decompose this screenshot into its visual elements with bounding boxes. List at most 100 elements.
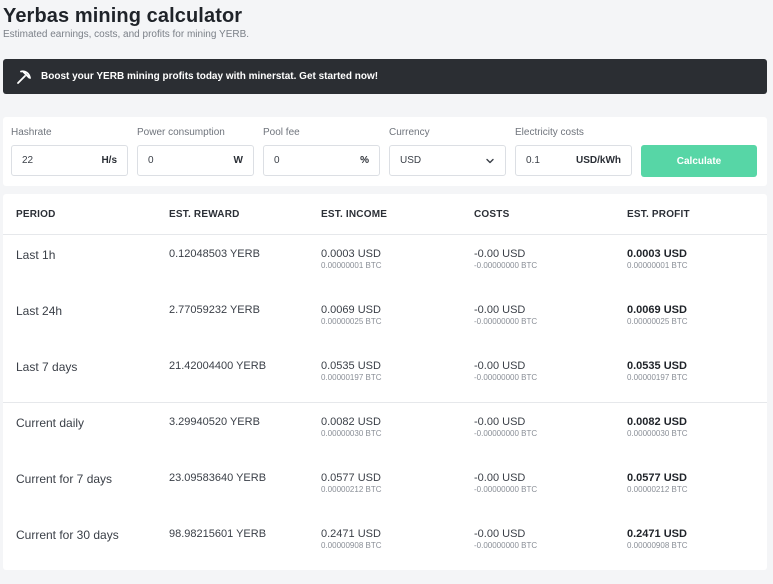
power-value: 0 <box>148 155 154 166</box>
pool-fee-label: Pool fee <box>263 127 300 138</box>
power-input[interactable]: 0 W <box>137 145 254 176</box>
costs-btc: -0.00000000 BTC <box>474 261 538 270</box>
currency-value: USD <box>400 155 422 166</box>
electricity-unit: USD/kWh <box>576 155 621 166</box>
profit-usd: 0.2471 USD <box>627 528 687 540</box>
pool-fee-unit: % <box>360 155 369 166</box>
reward-cell: 0.12048503 YERB <box>169 248 260 260</box>
income-cell: 0.0003 USD 0.00000001 BTC <box>321 248 382 270</box>
income-cell: 0.0577 USD 0.00000212 BTC <box>321 472 382 494</box>
income-usd: 0.0577 USD <box>321 472 381 484</box>
electricity-value: 0.1 <box>526 155 540 166</box>
page-title: Yerbas mining calculator <box>3 5 243 27</box>
table-row: Last 7 days 21.42004400 YERB 0.0535 USD … <box>3 360 767 416</box>
reward-cell: 21.42004400 YERB <box>169 360 267 372</box>
banner-text: Boost your YERB mining profits today wit… <box>41 71 379 82</box>
header-period: PERIOD <box>16 209 56 220</box>
income-usd: 0.0003 USD <box>321 248 381 260</box>
pool-fee-input[interactable]: 0 % <box>263 145 380 176</box>
income-btc: 0.00000001 BTC <box>321 261 382 270</box>
hashrate-label: Hashrate <box>11 127 52 138</box>
pickaxe-icon <box>16 69 32 85</box>
header-costs: COSTS <box>474 209 510 220</box>
costs-cell: -0.00 USD -0.00000000 BTC <box>474 472 537 494</box>
table-row: Current for 30 days 98.98215601 YERB 0.2… <box>3 528 767 584</box>
costs-cell: -0.00 USD -0.00000000 BTC <box>474 304 537 326</box>
costs-cell: -0.00 USD -0.00000000 BTC <box>474 248 537 270</box>
profit-btc: 0.00000212 BTC <box>627 485 688 494</box>
chevron-down-icon <box>485 156 495 166</box>
profit-usd: 0.0577 USD <box>627 472 687 484</box>
income-usd: 0.2471 USD <box>321 528 381 540</box>
profit-btc: 0.00000001 BTC <box>627 261 688 270</box>
reward-cell: 23.09583640 YERB <box>169 472 267 484</box>
costs-usd: -0.00 USD <box>474 416 526 428</box>
period-cell: Last 1h <box>16 248 56 262</box>
income-btc: 0.00000197 BTC <box>321 373 382 382</box>
income-cell: 0.0535 USD 0.00000197 BTC <box>321 360 382 382</box>
income-btc: 0.00000025 BTC <box>321 317 382 326</box>
costs-btc: -0.00000000 BTC <box>474 317 538 326</box>
period-cell: Current for 7 days <box>16 472 113 486</box>
income-cell: 0.0082 USD 0.00000030 BTC <box>321 416 382 438</box>
costs-usd: -0.00 USD <box>474 304 526 316</box>
income-usd: 0.0069 USD <box>321 304 381 316</box>
costs-usd: -0.00 USD <box>474 528 526 540</box>
electricity-label: Electricity costs <box>515 127 584 138</box>
profit-usd: 0.0003 USD <box>627 248 687 260</box>
costs-btc: -0.00000000 BTC <box>474 373 538 382</box>
hashrate-value: 22 <box>22 155 34 166</box>
period-cell: Current daily <box>16 416 85 430</box>
electricity-input[interactable]: 0.1 USD/kWh <box>515 145 632 176</box>
hashrate-input[interactable]: 22 H/s <box>11 145 128 176</box>
costs-cell: -0.00 USD -0.00000000 BTC <box>474 416 537 438</box>
period-cell: Last 24h <box>16 304 63 318</box>
period-cell: Last 7 days <box>16 360 78 374</box>
promo-banner[interactable]: Boost your YERB mining profits today wit… <box>3 59 767 94</box>
profit-cell: 0.0003 USD 0.00000001 BTC <box>627 248 688 270</box>
income-btc: 0.00000030 BTC <box>321 429 382 438</box>
pool-fee-value: 0 <box>274 155 280 166</box>
profit-usd: 0.0535 USD <box>627 360 687 372</box>
costs-usd: -0.00 USD <box>474 472 526 484</box>
profit-usd: 0.0082 USD <box>627 416 687 428</box>
costs-btc: -0.00000000 BTC <box>474 485 538 494</box>
power-label: Power consumption <box>137 127 225 138</box>
income-usd: 0.0535 USD <box>321 360 381 372</box>
profit-cell: 0.0069 USD 0.00000025 BTC <box>627 304 688 326</box>
calculator-form: Hashrate 22 H/s Power consumption 0 W Po… <box>3 117 767 186</box>
currency-label: Currency <box>389 127 430 138</box>
table-row: Last 1h 0.12048503 YERB 0.0003 USD 0.000… <box>3 248 767 304</box>
costs-btc: -0.00000000 BTC <box>474 429 538 438</box>
currency-select[interactable]: USD <box>389 145 506 176</box>
profit-cell: 0.0082 USD 0.00000030 BTC <box>627 416 688 438</box>
reward-cell: 2.77059232 YERB <box>169 304 260 316</box>
profit-usd: 0.0069 USD <box>627 304 687 316</box>
costs-cell: -0.00 USD -0.00000000 BTC <box>474 528 537 550</box>
page-subtitle: Estimated earnings, costs, and profits f… <box>3 29 250 40</box>
profit-cell: 0.0535 USD 0.00000197 BTC <box>627 360 688 382</box>
header-divider <box>3 234 767 235</box>
profit-btc: 0.00000908 BTC <box>627 541 688 550</box>
profit-cell: 0.2471 USD 0.00000908 BTC <box>627 528 688 550</box>
costs-btc: -0.00000000 BTC <box>474 541 538 550</box>
section-divider <box>3 402 767 403</box>
income-usd: 0.0082 USD <box>321 416 381 428</box>
header-income: EST. INCOME <box>321 209 388 220</box>
income-btc: 0.00000212 BTC <box>321 485 382 494</box>
calculate-button[interactable]: Calculate <box>641 145 757 177</box>
reward-cell: 98.98215601 YERB <box>169 528 267 540</box>
hashrate-unit: H/s <box>101 155 117 166</box>
costs-usd: -0.00 USD <box>474 248 526 260</box>
table-row: Current for 7 days 23.09583640 YERB 0.05… <box>3 472 767 528</box>
income-cell: 0.2471 USD 0.00000908 BTC <box>321 528 382 550</box>
table-row: Last 24h 2.77059232 YERB 0.0069 USD 0.00… <box>3 304 767 360</box>
profit-btc: 0.00000030 BTC <box>627 429 688 438</box>
reward-cell: 3.29940520 YERB <box>169 416 260 428</box>
table-row: Current daily 3.29940520 YERB 0.0082 USD… <box>3 416 767 472</box>
profit-btc: 0.00000197 BTC <box>627 373 688 382</box>
costs-cell: -0.00 USD -0.00000000 BTC <box>474 360 537 382</box>
profit-cell: 0.0577 USD 0.00000212 BTC <box>627 472 688 494</box>
power-unit: W <box>233 155 243 166</box>
income-cell: 0.0069 USD 0.00000025 BTC <box>321 304 382 326</box>
